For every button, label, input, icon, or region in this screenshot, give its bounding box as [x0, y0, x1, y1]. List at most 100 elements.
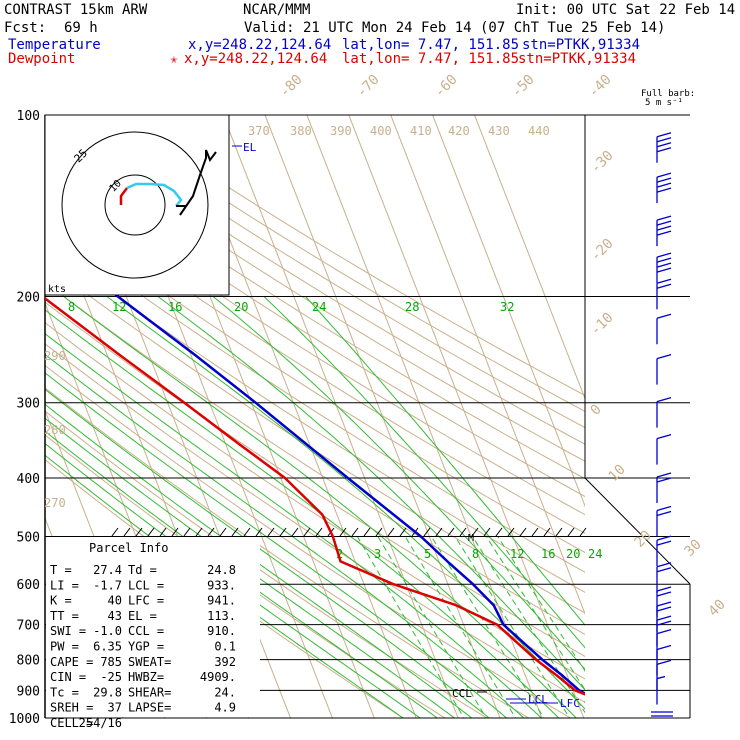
hatch-mark [291, 527, 299, 537]
wind-barb-flag [656, 220, 672, 226]
m-label: M [468, 533, 474, 544]
theta-label: 390 [330, 124, 352, 138]
legend-dewpoint-name: Dewpoint [8, 51, 75, 67]
parcel-info-cell: -1.0 [93, 624, 122, 638]
hodograph-trace-mid [126, 182, 183, 207]
dry-adiabat-line [45, 156, 585, 498]
mixing-ratio-label: 2 [336, 547, 343, 561]
wind-barbs [651, 132, 673, 717]
sounding-traces [45, 235, 585, 703]
pressure-label: 700 [17, 619, 40, 634]
wind-barb-flag [656, 147, 672, 153]
dry-adiabat-line [73, 115, 585, 429]
wind-barb-flag [656, 433, 672, 440]
mixing-ratio-labels: 8 12 16 20 24 28 32 2 3 5 8 12 16 20 24 [68, 300, 602, 561]
wind-barb-flag [656, 601, 672, 607]
hatch-mark [435, 527, 443, 537]
hatch-mark [207, 527, 215, 537]
pressure-labels: 100 200 300 400 500 600 700 800 900 1000 [9, 109, 40, 727]
hatch-mark [339, 527, 347, 537]
parcel-info-cell: -1.7 [93, 578, 122, 592]
moist-adiabat-line [45, 372, 508, 718]
parcel-info-cell: SWEAT= [128, 655, 171, 669]
wind-barb-flag [656, 477, 672, 483]
parcel-info-cell: 254/16 [79, 716, 122, 730]
parcel-info-cell: 6.35 [93, 640, 122, 654]
legend-temperature-name: Temperature [8, 37, 101, 53]
hatch-mark [159, 527, 167, 537]
isotherm-line [306, 115, 543, 718]
parcel-info-cell: 785 [100, 655, 122, 669]
theta-label: 280 [44, 423, 66, 437]
hatch-mark [579, 527, 587, 537]
mixing-ratio-label: 24 [588, 547, 602, 561]
mixing-ratio-label: 12 [510, 547, 524, 561]
wind-barb-flag [656, 187, 672, 193]
hodograph-ring-inner [104, 174, 166, 236]
barb-legend-line2: 5 m s⁻¹ [645, 98, 683, 108]
wind-barb-flag [656, 172, 672, 178]
hatch-mark [243, 527, 251, 537]
legend-temperature-latlon: lat,lon= 7.47, 151.85 [342, 37, 519, 53]
wind-barb-flag [656, 644, 672, 651]
dry-adiabat-line [45, 387, 530, 718]
ccl-label: CCL [452, 687, 472, 700]
wind-barb [656, 313, 672, 345]
parcel-info-cell: 941. [207, 594, 236, 608]
dry-adiabat-line [45, 172, 585, 516]
org-label: NCAR/MMM [243, 2, 310, 18]
moist-adiabat-line [63, 296, 577, 718]
hatch-mark [363, 527, 371, 537]
hatch-mark [123, 527, 131, 537]
parcel-info-cell: SHEAR= [128, 685, 171, 699]
hatch-mark [303, 527, 311, 537]
wind-barb-flag [656, 137, 672, 143]
init-label: Init: 00 UTC Sat 22 Feb 14 [516, 2, 735, 18]
fcst-value: 69 h [64, 20, 98, 36]
parcel-info-cell: T = [50, 563, 72, 577]
theta-label: 400 [370, 124, 392, 138]
wind-barb-flag [656, 615, 672, 621]
parcel-info-cell: 24. [214, 685, 236, 699]
lcl-label: LCL [528, 693, 548, 706]
parcel-info-cell: CIN = [50, 670, 86, 684]
parcel-info-cell: 37 [108, 701, 122, 715]
moist-adiabat-line [45, 333, 543, 718]
parcel-info-cell: 392 [214, 655, 236, 669]
hodograph-frame [44, 114, 230, 296]
dry-adiabat-line [45, 322, 585, 680]
parcel-info-cell: PW = [50, 640, 79, 654]
wind-barb-flag [656, 510, 672, 517]
mixing-ratio-line [404, 536, 517, 718]
wind-barb-half [656, 675, 666, 680]
mixing-ratio-label: 5 [424, 547, 431, 561]
legend-dewpoint-latlon: lat,lon= 7.47, 151.85 [342, 51, 519, 67]
isotherm-line [348, 115, 585, 718]
wind-barb-flag [656, 262, 672, 268]
isobar-lines [44, 114, 691, 719]
parcel-info-box: Parcel Info T = 27.4 Td = 24.8 LI = -1.7 LCL =… [46, 537, 260, 730]
parcel-info-cell: 0.1 [214, 640, 236, 654]
wind-barb [656, 132, 672, 163]
pressure-label: 800 [17, 654, 40, 669]
wind-barb [656, 472, 672, 504]
dewpoint-star-icon: ✭ [170, 52, 178, 67]
parcel-info-cell: CAPE = [50, 655, 93, 669]
theta-label: 440 [528, 124, 550, 138]
parcel-info-cell: CELL = [50, 716, 93, 730]
pressure-label: 1000 [9, 712, 40, 727]
wind-barb-flag [656, 535, 672, 541]
pressure-label: 300 [17, 397, 40, 412]
wind-barb [656, 433, 672, 465]
series-line-dewpoint [45, 296, 585, 703]
isotherm-line [222, 115, 459, 718]
wind-barb-flag [656, 132, 672, 138]
moist-adiabat-line [45, 388, 490, 718]
hatch-mark [555, 527, 563, 537]
wind-barb [656, 252, 672, 284]
hodograph: 25 10 kts [44, 114, 230, 296]
isotherm-line [473, 115, 585, 400]
parcel-info-cell: 27.4 [93, 563, 122, 577]
parcel-info-rows: T = 27.4 Td = 24.8 LI = -1.7 LCL = 933. K = 40 LFC… [50, 563, 236, 730]
